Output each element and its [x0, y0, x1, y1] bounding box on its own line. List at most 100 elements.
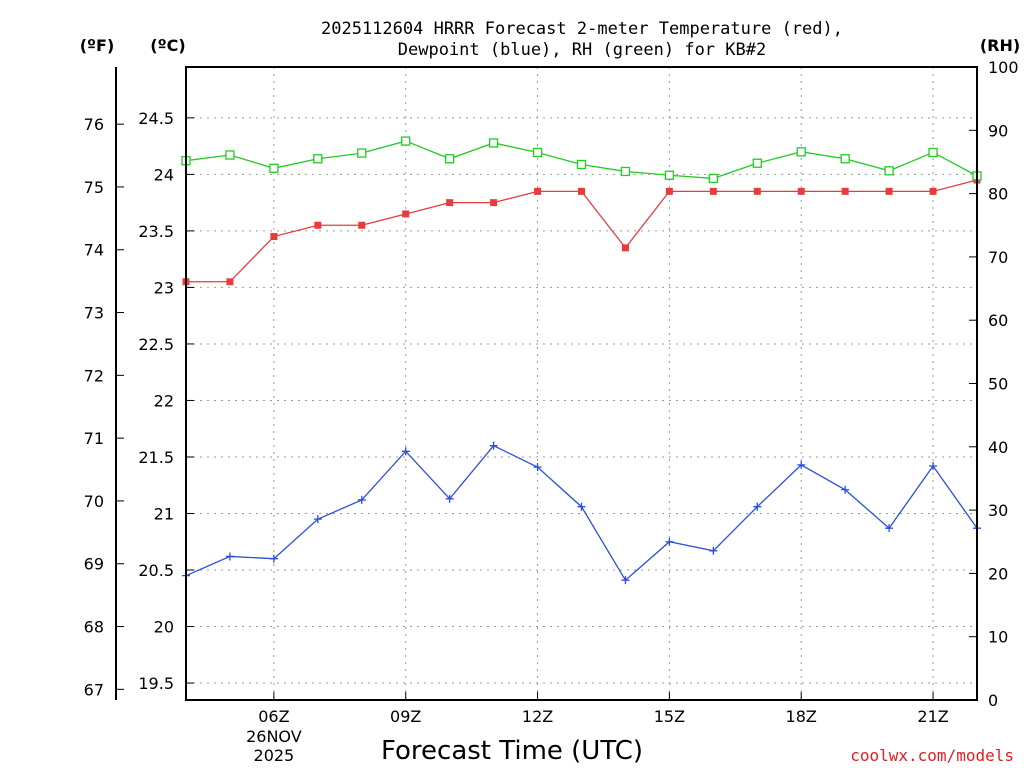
- x-tick-label: 18Z: [786, 707, 817, 726]
- fahrenheit-tick-label: 69: [84, 555, 104, 574]
- celsius-tick-label: 22.5: [138, 335, 174, 354]
- temperature-point: [402, 210, 410, 218]
- rh-tick-label: 90: [988, 121, 1008, 140]
- rh-point: [576, 159, 587, 170]
- temperature-point: [665, 187, 673, 195]
- celsius-tick-label: 22: [154, 391, 174, 410]
- dewpoint-point: [533, 463, 542, 472]
- rh-point: [664, 170, 675, 180]
- rh-point: [532, 147, 543, 158]
- fahrenheit-unit-label: (ºF): [80, 36, 115, 55]
- rh-point: [708, 173, 718, 184]
- temperature-point: [929, 187, 937, 195]
- fahrenheit-tick-label: 68: [84, 618, 104, 637]
- fahrenheit-tick-label: 67: [84, 680, 104, 699]
- x-tick-year: 2025: [254, 746, 295, 765]
- fahrenheit-tick-label: 75: [84, 178, 104, 197]
- rh-tick-label: 70: [988, 248, 1008, 267]
- x-tick-label: 15Z: [654, 707, 685, 726]
- gridlines: [186, 67, 977, 700]
- dewpoint-point: [797, 460, 806, 469]
- chart-title: 2025112604 HRRR Forecast 2-meter Tempera…: [321, 19, 843, 39]
- rh-tick-label: 80: [988, 185, 1008, 204]
- rh-point: [752, 158, 762, 168]
- temperature-point: [226, 278, 234, 286]
- fahrenheit-tick-label: 72: [84, 366, 104, 385]
- fahrenheit-tick-label: 74: [84, 241, 104, 260]
- x-tick-label: 21Z: [917, 707, 948, 726]
- rh-point: [225, 150, 235, 160]
- celsius-tick-label: 19.5: [138, 674, 174, 693]
- rh-point: [620, 166, 631, 177]
- fahrenheit-tick-label: 71: [84, 429, 104, 448]
- temperature-point: [490, 199, 498, 207]
- x-tick-label: 12Z: [522, 707, 553, 726]
- celsius-tick-label: 24: [154, 165, 174, 184]
- x-tick-label: 06Z: [258, 707, 289, 726]
- rh-tick-label: 0: [988, 691, 998, 710]
- rh-tick-label: 100: [988, 58, 1019, 77]
- temperature-point: [753, 187, 761, 195]
- temperature-point: [534, 187, 542, 195]
- temperature-point: [270, 233, 278, 241]
- temperature-point: [885, 187, 893, 195]
- temperature-point: [314, 221, 322, 229]
- rh-point: [884, 166, 894, 176]
- rh-point: [488, 138, 499, 148]
- fahrenheit-tick-label: 70: [84, 492, 104, 511]
- rh-point: [357, 148, 367, 158]
- credit-text: coolwx.com/models: [850, 746, 1014, 765]
- celsius-tick-label: 23: [154, 278, 174, 297]
- rh-tick-label: 40: [988, 438, 1008, 457]
- dewpoint-point: [841, 485, 850, 494]
- celsius-tick-label: 21.5: [138, 448, 174, 467]
- dewpoint-point: [401, 447, 410, 456]
- rh-point: [928, 147, 938, 158]
- rh-point: [796, 147, 806, 157]
- temperature-point: [446, 199, 454, 207]
- rh-line: [185, 140, 978, 180]
- temperature-point: [621, 244, 629, 252]
- rh-tick-label: 50: [988, 375, 1008, 394]
- dewpoint-point: [709, 546, 718, 555]
- fahrenheit-tick-label: 73: [84, 304, 104, 323]
- rh-tick-label: 30: [988, 501, 1008, 520]
- temperature-point: [797, 187, 805, 195]
- rh-point: [401, 136, 411, 146]
- rh-unit-label: (RH): [980, 36, 1020, 55]
- dewpoint-point: [929, 462, 938, 471]
- dewpoint-point: [313, 515, 322, 524]
- dewpoint-point: [621, 576, 630, 585]
- rh-point: [445, 154, 455, 164]
- dewpoint-point: [489, 441, 498, 450]
- dewpoint-point: [665, 537, 674, 546]
- temperature-point: [358, 221, 366, 229]
- rh-tick-label: 60: [988, 311, 1008, 330]
- dewpoint-point: [225, 552, 234, 561]
- rh-point: [269, 163, 279, 173]
- fahrenheit-tick-label: 76: [84, 115, 104, 134]
- celsius-tick-label: 21: [154, 504, 174, 523]
- dewpoint-point: [269, 554, 278, 563]
- axes-layer: 19.5 20 20.5 21 21.5 22 22.5 23 23.5 24 24.5 67 68 69…: [84, 58, 1019, 765]
- x-tick-date: 26NOV: [246, 727, 302, 746]
- rh-point: [313, 154, 323, 164]
- dewpoint-line: [185, 444, 978, 582]
- dewpoint-point: [445, 494, 454, 503]
- rh-tick-label: 10: [988, 628, 1008, 647]
- temperature-point: [841, 187, 849, 195]
- temperature-point: [709, 187, 717, 195]
- celsius-tick-label: 20: [154, 618, 174, 637]
- x-tick-label: 09Z: [390, 707, 421, 726]
- celsius-tick-label: 20.5: [138, 561, 174, 580]
- celsius-tick-label: 24.5: [138, 109, 174, 128]
- celsius-tick-label: 23.5: [138, 222, 174, 241]
- dewpoint-point: [577, 502, 586, 511]
- series-layer: [181, 136, 982, 585]
- dewpoint-point: [357, 495, 366, 504]
- rh-point: [840, 154, 850, 164]
- dewpoint-point: [753, 502, 762, 511]
- dewpoint-point: [885, 524, 894, 533]
- chart-subtitle: Dewpoint (blue), RH (green) for KB#2: [398, 40, 766, 60]
